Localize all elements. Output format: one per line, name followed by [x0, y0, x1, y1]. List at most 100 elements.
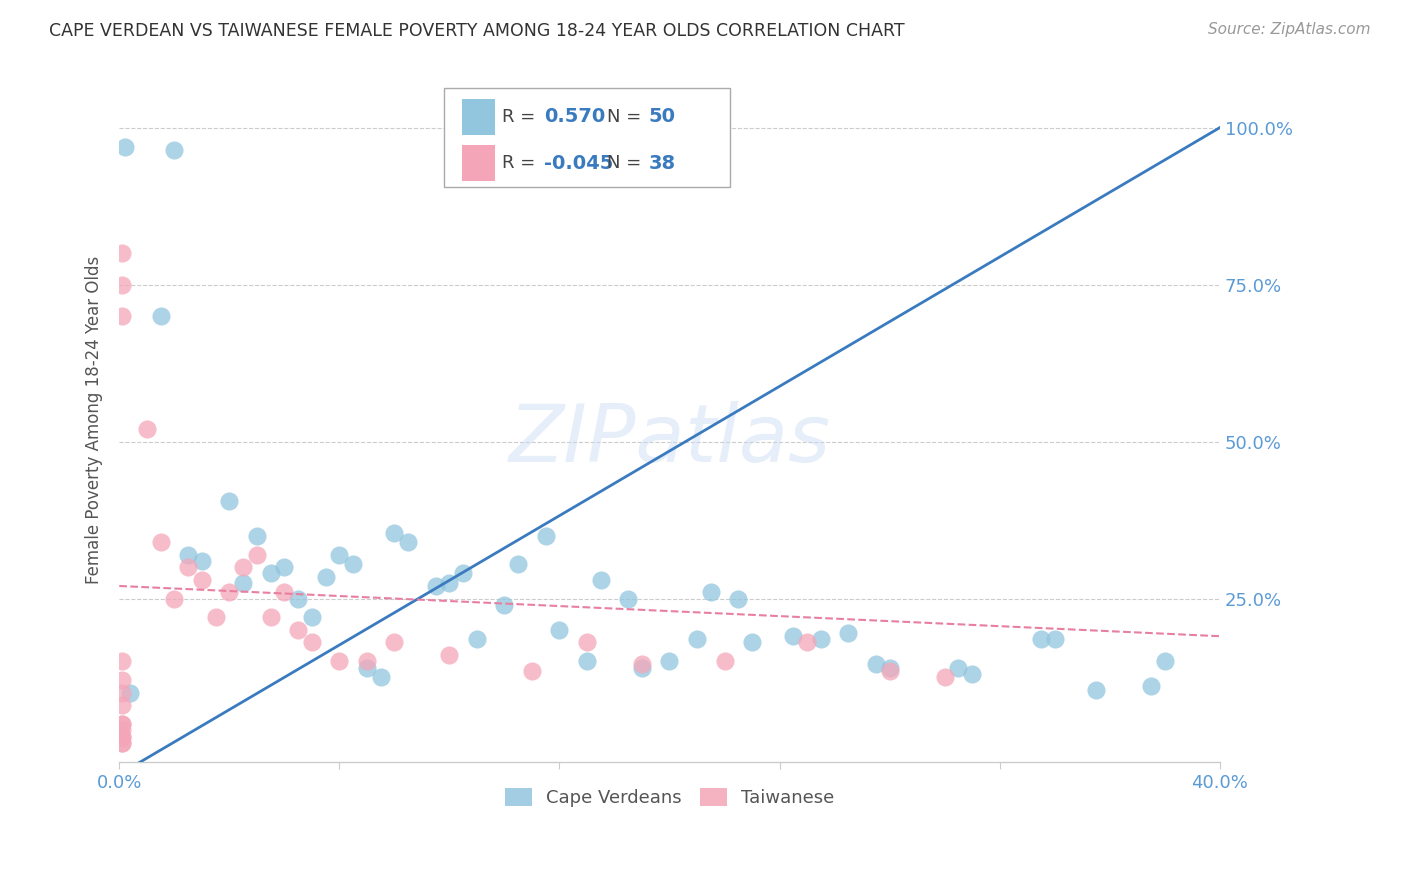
Text: Source: ZipAtlas.com: Source: ZipAtlas.com — [1208, 22, 1371, 37]
Point — [246, 529, 269, 543]
Point — [111, 673, 134, 688]
Point — [658, 654, 681, 668]
Point — [1043, 632, 1066, 647]
Point — [218, 494, 240, 508]
Point — [384, 635, 406, 649]
Point — [727, 591, 749, 606]
Point — [149, 309, 172, 323]
Point — [631, 660, 654, 674]
Point — [589, 573, 612, 587]
Point — [111, 686, 134, 700]
Text: CAPE VERDEAN VS TAIWANESE FEMALE POVERTY AMONG 18-24 YEAR OLDS CORRELATION CHART: CAPE VERDEAN VS TAIWANESE FEMALE POVERTY… — [49, 22, 905, 40]
Point — [111, 736, 134, 750]
Point — [356, 654, 378, 668]
Point — [465, 632, 488, 647]
Point — [1140, 680, 1163, 694]
Point — [301, 610, 323, 624]
Point — [120, 686, 142, 700]
Point — [191, 573, 214, 587]
Text: 0.570: 0.570 — [544, 108, 606, 127]
Point — [163, 143, 186, 157]
Point — [114, 139, 136, 153]
Point — [741, 635, 763, 649]
Point — [287, 591, 309, 606]
Point — [111, 717, 134, 731]
Point — [111, 277, 134, 292]
Point — [879, 660, 901, 674]
Point — [163, 591, 186, 606]
Point — [356, 660, 378, 674]
FancyBboxPatch shape — [461, 99, 495, 136]
Point — [273, 560, 295, 574]
Point — [232, 560, 254, 574]
Point — [837, 626, 859, 640]
Point — [948, 660, 970, 674]
Point — [534, 529, 557, 543]
Point — [1153, 654, 1175, 668]
Point — [259, 610, 281, 624]
Point — [111, 246, 134, 260]
Point — [425, 579, 447, 593]
Text: 50: 50 — [648, 108, 676, 127]
Point — [342, 557, 364, 571]
Point — [273, 585, 295, 599]
Point — [177, 560, 200, 574]
Point — [960, 666, 983, 681]
Point — [370, 670, 392, 684]
Point — [865, 657, 887, 672]
Point — [439, 648, 461, 662]
Point — [218, 585, 240, 599]
FancyBboxPatch shape — [444, 87, 730, 187]
Point — [508, 557, 530, 571]
Legend: Cape Verdeans, Taiwanese: Cape Verdeans, Taiwanese — [498, 781, 842, 814]
Point — [135, 422, 157, 436]
Point — [1084, 682, 1107, 697]
Point — [384, 525, 406, 540]
Point — [617, 591, 640, 606]
Point — [934, 670, 956, 684]
Point — [232, 575, 254, 590]
Point — [149, 535, 172, 549]
Point — [796, 635, 818, 649]
Point — [111, 698, 134, 713]
Text: ZIPatlas: ZIPatlas — [509, 401, 831, 479]
Point — [631, 657, 654, 672]
Point — [315, 569, 337, 583]
Point — [782, 629, 804, 643]
Point — [177, 548, 200, 562]
Point — [1029, 632, 1052, 647]
Point — [713, 654, 735, 668]
Point — [287, 623, 309, 637]
Text: R =: R = — [502, 154, 541, 172]
Point — [548, 623, 571, 637]
Point — [520, 664, 543, 678]
Point — [686, 632, 709, 647]
Point — [111, 736, 134, 750]
Point — [328, 548, 350, 562]
Point — [191, 554, 214, 568]
Point — [111, 730, 134, 744]
Point — [111, 309, 134, 323]
Point — [204, 610, 226, 624]
Y-axis label: Female Poverty Among 18-24 Year Olds: Female Poverty Among 18-24 Year Olds — [86, 255, 103, 583]
Point — [879, 664, 901, 678]
Point — [328, 654, 350, 668]
Point — [111, 717, 134, 731]
Point — [439, 575, 461, 590]
Text: -0.045: -0.045 — [544, 153, 613, 173]
Point — [259, 566, 281, 581]
Point — [111, 654, 134, 668]
Text: R =: R = — [502, 108, 541, 126]
Point — [494, 598, 516, 612]
Point — [111, 723, 134, 738]
FancyBboxPatch shape — [461, 145, 495, 181]
Text: N =: N = — [607, 154, 647, 172]
Text: 38: 38 — [648, 153, 676, 173]
Point — [246, 548, 269, 562]
Point — [575, 654, 598, 668]
Point — [396, 535, 419, 549]
Point — [810, 632, 832, 647]
Point — [575, 635, 598, 649]
Text: N =: N = — [607, 108, 647, 126]
Point — [451, 566, 474, 581]
